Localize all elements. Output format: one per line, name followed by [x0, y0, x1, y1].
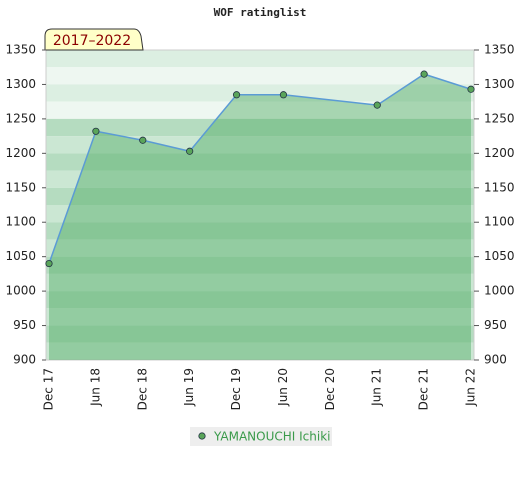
x-tick-label: Dec 18 [135, 368, 149, 410]
band [46, 256, 474, 274]
band [46, 101, 474, 119]
y-tick-label: 1100 [5, 215, 36, 229]
y-tick-label: 1250 [5, 111, 36, 125]
band [46, 325, 474, 343]
y2-tick-label: 1200 [484, 146, 515, 160]
y-tick-label: 1050 [5, 249, 36, 263]
point [467, 85, 475, 93]
band [46, 205, 474, 223]
y2-tick-label: 1300 [484, 77, 515, 91]
y2-tick-label: 1100 [484, 215, 515, 229]
band [46, 187, 474, 205]
point [373, 101, 381, 109]
y-tick-label: 1350 [5, 43, 36, 57]
x-tick-label: Dec 21 [417, 368, 431, 410]
x-tick-label: Jun 20 [276, 368, 290, 407]
y-tick-label: 900 [13, 353, 36, 367]
x-tick-label: Jun 22 [464, 368, 478, 407]
band [46, 342, 474, 360]
point [232, 91, 241, 99]
band [46, 136, 474, 154]
x-tick-label: Jun 19 [182, 368, 196, 407]
x-tick-label: Jun 21 [370, 368, 384, 407]
point [92, 127, 100, 135]
x-tick-label: Dec 19 [229, 368, 243, 410]
band [46, 308, 474, 326]
point [420, 70, 428, 78]
plot-frame [45, 49, 475, 361]
y-tick-label: 1150 [5, 180, 36, 194]
x-tick-label: Dec 17 [42, 368, 56, 410]
y2-tick-label: 1150 [484, 180, 515, 194]
y-tick-label: 1200 [5, 146, 36, 160]
y2-tick-label: 950 [484, 318, 507, 332]
y2-tick-label: 1000 [484, 284, 515, 298]
period-tab [44, 28, 144, 51]
x-tick-label: Jun 18 [88, 368, 102, 407]
plot-area [45, 49, 475, 361]
band [46, 222, 474, 240]
point [279, 91, 288, 99]
band [46, 153, 474, 171]
y2-tick-label: 1250 [484, 111, 515, 125]
point [45, 259, 53, 268]
chart-subtitle: 2017–2022 [53, 33, 131, 49]
band [46, 67, 474, 85]
y-tick-label: 950 [13, 318, 36, 332]
band [46, 239, 474, 257]
band [46, 118, 474, 137]
legend-label: YAMANOUCHI Ichiki [213, 430, 331, 444]
band [46, 170, 474, 188]
x-tick-label: Dec 20 [323, 368, 337, 410]
legend [190, 427, 332, 446]
area [49, 74, 471, 360]
y-tick-label: 1300 [5, 77, 36, 91]
band [46, 273, 474, 292]
y2-tick-label: 1350 [484, 43, 515, 57]
legend-marker [198, 432, 206, 440]
band [46, 291, 474, 309]
y2-tick-label: 1050 [484, 249, 515, 263]
y-tick-label: 1000 [5, 284, 36, 298]
point [186, 147, 194, 155]
band [46, 84, 474, 102]
chart-title: WOF ratinglist [214, 6, 307, 19]
point [139, 136, 147, 144]
band [46, 50, 474, 68]
y2-tick-label: 900 [484, 353, 507, 367]
